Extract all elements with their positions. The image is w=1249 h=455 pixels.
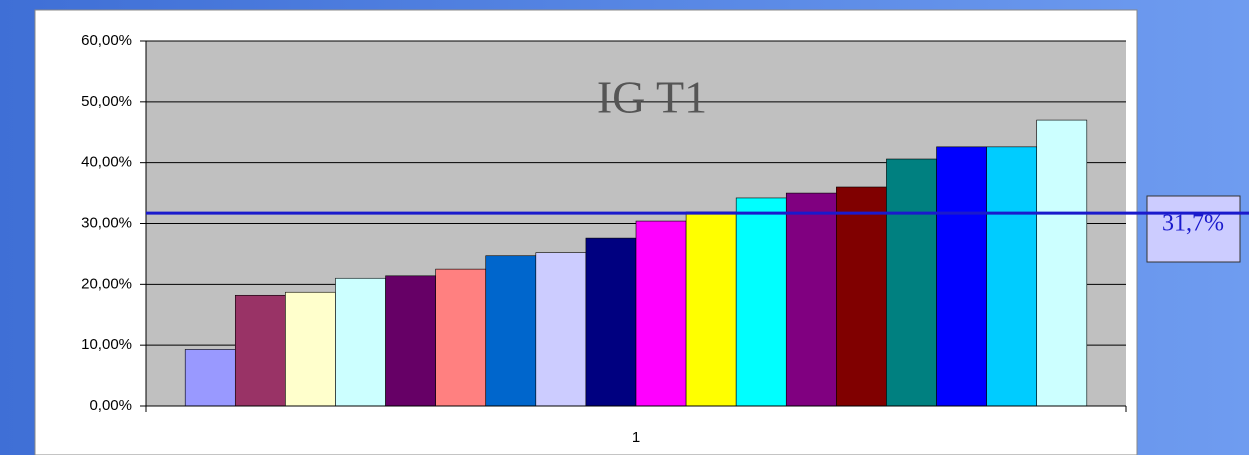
bar [886, 158, 937, 407]
y-tick-label: 20,00% [81, 275, 132, 292]
chart-title: IG T1 [597, 72, 707, 123]
bar [836, 186, 887, 407]
bar [485, 255, 537, 407]
bar [335, 277, 386, 407]
bar [635, 220, 687, 407]
y-tick-label: 10,00% [81, 336, 132, 353]
bar [184, 349, 236, 407]
bar [735, 197, 787, 407]
y-tick-label: 30,00% [81, 214, 132, 231]
bar [785, 192, 837, 407]
y-tick-label: 0,00% [89, 397, 132, 414]
reference-label-box [1146, 195, 1241, 263]
x-tick-label: 1 [632, 429, 640, 446]
reference-label: 31,7% [1162, 211, 1224, 237]
y-tick-label: 50,00% [81, 93, 132, 110]
bar [285, 291, 336, 407]
y-tick-label: 40,00% [81, 154, 132, 171]
bar [936, 146, 987, 407]
bar [986, 146, 1038, 407]
bar [385, 275, 436, 407]
bar [435, 268, 487, 407]
bar [1036, 119, 1088, 407]
bar [535, 252, 587, 407]
bar [585, 237, 637, 407]
bar [234, 294, 286, 407]
y-tick-label: 60,00% [81, 32, 132, 49]
bar [685, 211, 737, 407]
